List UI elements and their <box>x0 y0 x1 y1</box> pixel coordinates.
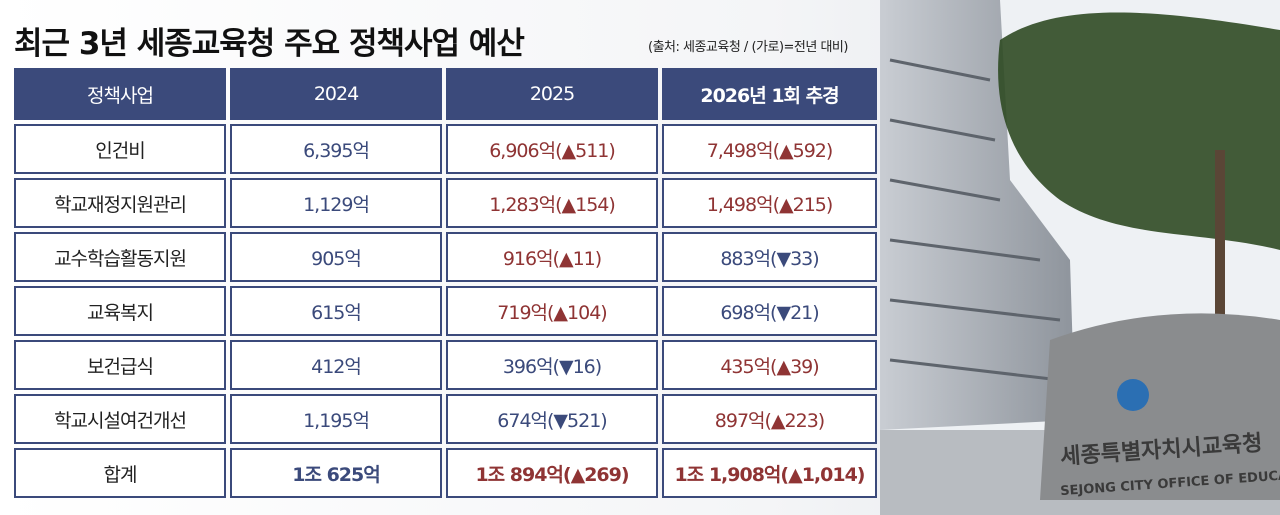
row-label: 인건비 <box>14 124 226 174</box>
table-cell: 1,129억 <box>230 178 442 228</box>
table-cell: 905억 <box>230 232 442 282</box>
table-cell: 1,283억(▲154) <box>446 178 658 228</box>
row-label: 학교재정지원관리 <box>14 178 226 228</box>
table-cell: 396억(▼16) <box>446 340 658 390</box>
table-cell: 674억(▼521) <box>446 394 658 444</box>
column-header: 정책사업 <box>14 68 226 120</box>
title: 최근 3년 세종교육청 주요 정책사업 예산 <box>14 26 525 62</box>
source-note: (출처: 세종교육청 / (가로)=전년 대비) <box>648 40 848 55</box>
table-cell: 615억 <box>230 286 442 336</box>
table-cell: 435억(▲39) <box>662 340 877 390</box>
row-label: 교수학습활동지원 <box>14 232 226 282</box>
column-header: 2024 <box>230 68 442 120</box>
table-cell: 916억(▲11) <box>446 232 658 282</box>
column-header: 2026년 1회 추경 <box>662 68 877 120</box>
table-cell: 1조 894억(▲269) <box>446 448 658 498</box>
table-cell: 698억(▼21) <box>662 286 877 336</box>
row-label: 학교시설여건개선 <box>14 394 226 444</box>
table-cell: 883억(▼33) <box>662 232 877 282</box>
column-header: 2025 <box>446 68 658 120</box>
table-cell: 6,906억(▲511) <box>446 124 658 174</box>
table-cell: 1,195억 <box>230 394 442 444</box>
row-label: 교육복지 <box>14 286 226 336</box>
table-cell: 1,498억(▲215) <box>662 178 877 228</box>
row-label: 보건급식 <box>14 340 226 390</box>
row-label: 합계 <box>14 448 226 498</box>
table-cell: 412억 <box>230 340 442 390</box>
table-cell: 1조 1,908억(▲1,014) <box>662 448 877 498</box>
table-cell: 719억(▲104) <box>446 286 658 336</box>
table-cell: 6,395억 <box>230 124 442 174</box>
table-cell: 7,498억(▲592) <box>662 124 877 174</box>
table-cell: 897억(▲223) <box>662 394 877 444</box>
table-cell: 1조 625억 <box>230 448 442 498</box>
